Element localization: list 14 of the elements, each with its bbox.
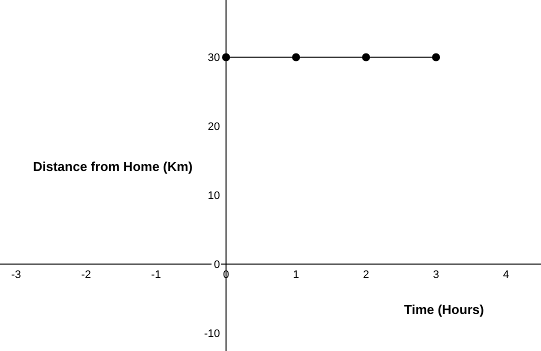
x-axis-title: Time (Hours) bbox=[404, 302, 484, 317]
x-tick-label: -3 bbox=[11, 269, 21, 282]
x-tick-label: -2 bbox=[81, 269, 91, 282]
y-axis-title: Distance from Home (Km) bbox=[33, 159, 193, 174]
y-tick-label: 30 bbox=[208, 52, 220, 64]
y-tick-label: 10 bbox=[208, 190, 220, 202]
y-tick-label: 20 bbox=[208, 121, 220, 134]
y-tick-label: 0 bbox=[214, 259, 220, 272]
x-tick-label: -1 bbox=[151, 269, 161, 282]
x-tick-label: 2 bbox=[362, 269, 370, 282]
x-tick-label: 4 bbox=[502, 269, 510, 282]
y-tick-label: -10 bbox=[204, 328, 220, 340]
x-tick-label: 1 bbox=[292, 269, 300, 282]
x-tick-label: 3 bbox=[432, 269, 440, 282]
